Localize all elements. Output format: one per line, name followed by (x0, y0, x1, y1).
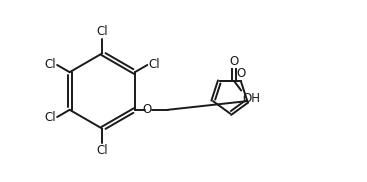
Text: Cl: Cl (44, 58, 56, 71)
Text: Cl: Cl (97, 25, 108, 38)
Text: Cl: Cl (97, 144, 108, 157)
Text: O: O (236, 67, 246, 80)
Text: O: O (229, 55, 239, 68)
Text: Cl: Cl (148, 58, 160, 71)
Text: O: O (143, 103, 152, 116)
Text: Cl: Cl (44, 111, 56, 124)
Text: OH: OH (242, 92, 260, 105)
